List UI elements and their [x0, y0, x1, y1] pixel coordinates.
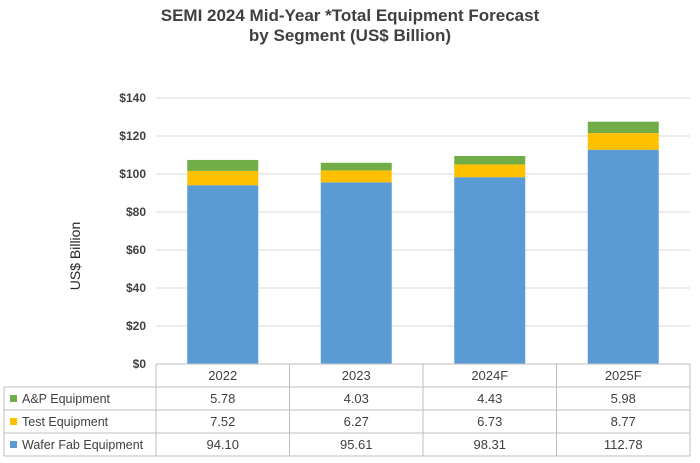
x-tick-label: 2025F [605, 368, 642, 383]
x-tick-label: 2023 [342, 368, 371, 383]
y-tick-label: $40 [126, 281, 146, 295]
data-label: 95.61 [340, 437, 373, 452]
legend-label: Test Equipment [22, 415, 109, 429]
data-label: 7.52 [210, 414, 235, 429]
y-tick-label: $100 [119, 167, 146, 181]
bar-segment [320, 162, 392, 171]
y-tick-label: $140 [119, 91, 146, 105]
y-tick-label: $0 [133, 357, 147, 371]
x-tick-label: 2022 [208, 368, 237, 383]
data-label: 8.77 [611, 414, 636, 429]
legend-label: A&P Equipment [22, 392, 111, 406]
y-tick-label: $120 [119, 129, 146, 143]
bar-segment [587, 121, 659, 134]
y-tick-label: $60 [126, 243, 146, 257]
x-tick-label: 2024F [471, 368, 508, 383]
data-label: 4.03 [344, 391, 369, 406]
bar-segment [587, 133, 659, 150]
data-label: 5.78 [210, 391, 235, 406]
legend-swatch [10, 418, 17, 425]
data-label: 112.78 [604, 437, 643, 452]
bar-segment [320, 182, 392, 364]
data-label: 4.43 [477, 391, 502, 406]
bar-segment [320, 170, 392, 183]
bar-segment [187, 159, 259, 171]
data-label: 6.73 [477, 414, 502, 429]
y-tick-label: $80 [126, 205, 146, 219]
data-label: 94.10 [206, 437, 239, 452]
y-axis-label: US$ Billion [67, 222, 83, 290]
y-tick-label: $20 [126, 319, 146, 333]
bar-segment [187, 185, 259, 364]
data-label: 98.31 [473, 437, 506, 452]
chart-title-line-1: SEMI 2024 Mid-Year *Total Equipment Fore… [160, 6, 540, 25]
bar-segment [454, 177, 526, 364]
bar-segment [187, 170, 259, 186]
legend-label: Wafer Fab Equipment [22, 438, 144, 452]
legend-swatch [10, 441, 17, 448]
data-label: 5.98 [611, 391, 636, 406]
bar-segment [587, 149, 659, 364]
bar-segment [454, 156, 526, 165]
legend-swatch [10, 395, 17, 402]
chart-title-line-2: by Segment (US$ Billion) [248, 26, 452, 45]
data-label: 6.27 [344, 414, 369, 429]
bar-segment [454, 164, 526, 178]
